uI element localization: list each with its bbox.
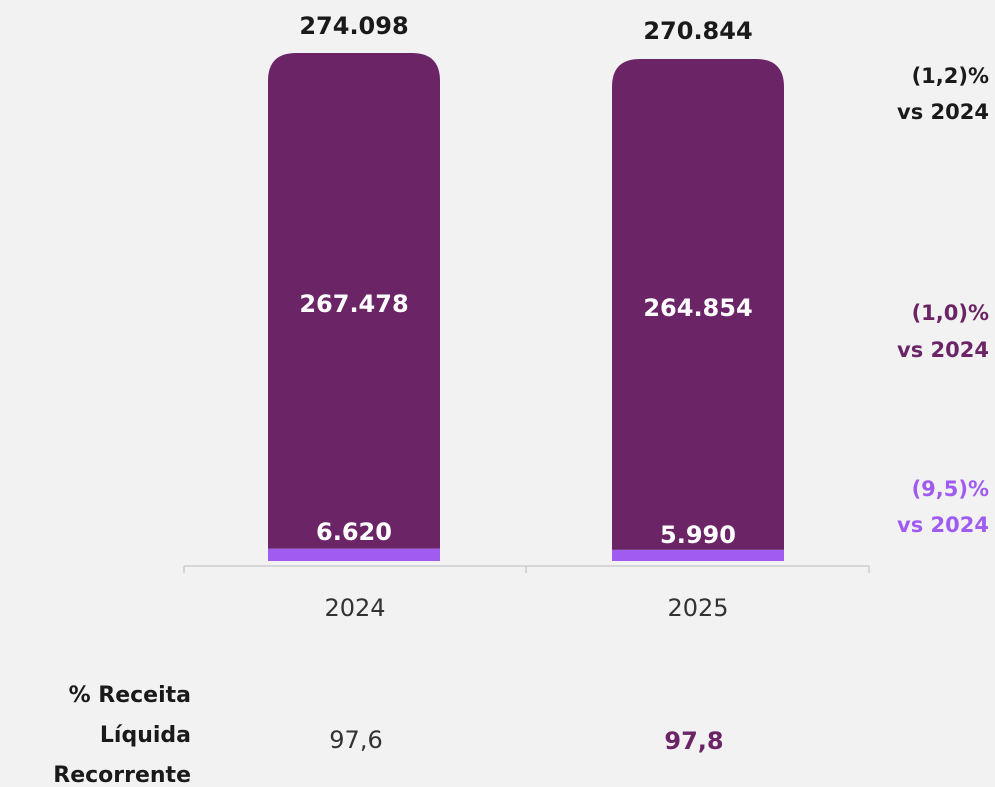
variation-total-line2: vs 2024 <box>897 100 989 124</box>
footer-value-2025: 97,8 <box>664 727 723 755</box>
bar-2024-lower <box>268 548 440 561</box>
bar-2025-lower <box>612 549 784 561</box>
lower-label-2024: 6.620 <box>316 518 392 546</box>
footer-label-line1: % Receita <box>69 683 191 708</box>
footer-label-line3: Recorrente <box>53 763 191 787</box>
total-label-2024: 274.098 <box>299 12 408 40</box>
footer-value-2024: 97,6 <box>329 726 382 754</box>
bar-2025-upper <box>612 59 784 550</box>
variation-lower-line1: (9,5)% <box>912 477 989 501</box>
variation-lower-line2: vs 2024 <box>897 513 989 537</box>
upper-label-2024: 267.478 <box>299 290 408 318</box>
upper-label-2025: 264.854 <box>643 294 752 322</box>
total-label-2025: 270.844 <box>643 17 752 45</box>
lower-label-2025: 5.990 <box>660 521 736 549</box>
variation-total-line1: (1,2)% <box>912 64 989 88</box>
footer-label-line2: Líquida <box>100 723 191 748</box>
variation-upper-line2: vs 2024 <box>897 338 989 362</box>
variation-upper-line1: (1,0)% <box>912 301 989 325</box>
category-label-2024: 2024 <box>324 594 385 622</box>
category-label-2025: 2025 <box>667 594 728 622</box>
bar-2024-upper <box>268 53 440 549</box>
